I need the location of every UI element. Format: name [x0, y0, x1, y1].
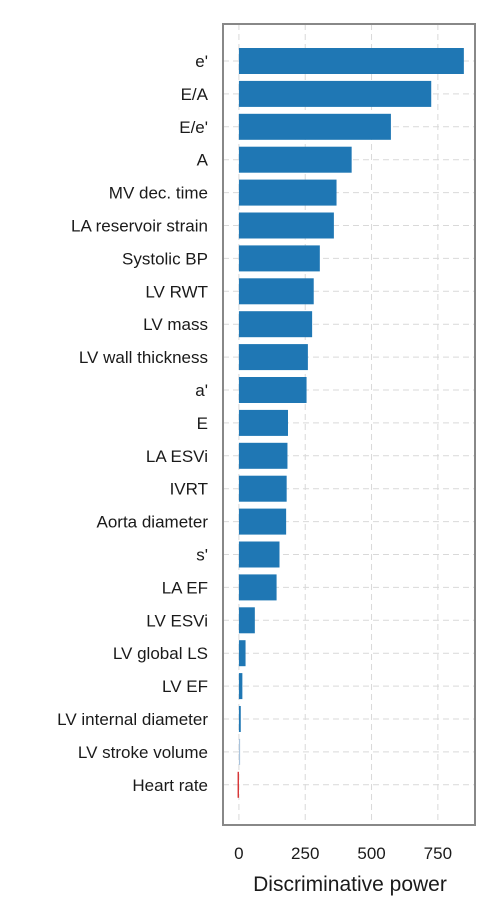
category-label: s' — [196, 546, 208, 565]
plot-frame — [222, 23, 476, 826]
category-labels: e' E/A E/e' A MV dec. time LA reservoir strai… — [57, 52, 209, 795]
bar — [238, 738, 241, 765]
bar — [238, 541, 280, 568]
bars — [237, 48, 464, 798]
category-label: a' — [195, 381, 208, 400]
category-label: LV internal diameter — [57, 710, 208, 729]
bar — [238, 113, 391, 140]
bar — [238, 409, 288, 436]
bar — [238, 48, 464, 74]
category-label: E/e' — [179, 118, 208, 137]
category-label: Systolic BP — [122, 249, 208, 268]
category-label: LV ESVi — [146, 611, 208, 630]
category-label: LV stroke volume — [78, 743, 208, 762]
bar — [238, 475, 287, 502]
category-label: LA ESVi — [146, 447, 208, 466]
bar — [238, 311, 313, 338]
bar — [238, 673, 243, 700]
bar — [238, 179, 337, 206]
category-label: LA EF — [162, 578, 208, 597]
category-label: LV RWT — [145, 282, 208, 301]
category-label: A — [197, 151, 209, 170]
category-label: LV wall thickness — [79, 348, 208, 367]
bar — [238, 245, 320, 272]
bar — [238, 80, 432, 107]
bar — [238, 377, 307, 403]
category-label: IVRT — [170, 480, 208, 499]
category-label: LV global LS — [113, 644, 208, 663]
x-tick-label: 250 — [291, 844, 319, 863]
bar — [238, 278, 314, 305]
bar — [238, 442, 288, 469]
category-label: Heart rate — [132, 776, 208, 795]
category-label: Aorta diameter — [97, 513, 209, 532]
x-tick-label: 750 — [424, 844, 452, 863]
category-label: E/A — [181, 85, 209, 104]
bar — [238, 508, 287, 535]
bar — [238, 344, 308, 371]
bar — [238, 607, 255, 634]
bar — [237, 771, 239, 798]
bar — [238, 706, 241, 732]
x-tick-label: 0 — [234, 844, 243, 863]
bar — [238, 640, 246, 667]
bar — [238, 146, 352, 173]
category-label: LA reservoir strain — [71, 217, 208, 236]
bar — [238, 574, 277, 601]
category-label: LV EF — [162, 677, 208, 696]
category-label: LV mass — [143, 315, 208, 334]
category-label: E — [197, 414, 208, 433]
category-label: MV dec. time — [109, 184, 208, 203]
category-label: e' — [195, 52, 208, 71]
x-axis-title: Discriminative power — [253, 873, 447, 896]
bar — [238, 212, 334, 239]
x-tick-labels: 0 250 500 750 — [234, 844, 452, 863]
x-tick-label: 500 — [357, 844, 385, 863]
